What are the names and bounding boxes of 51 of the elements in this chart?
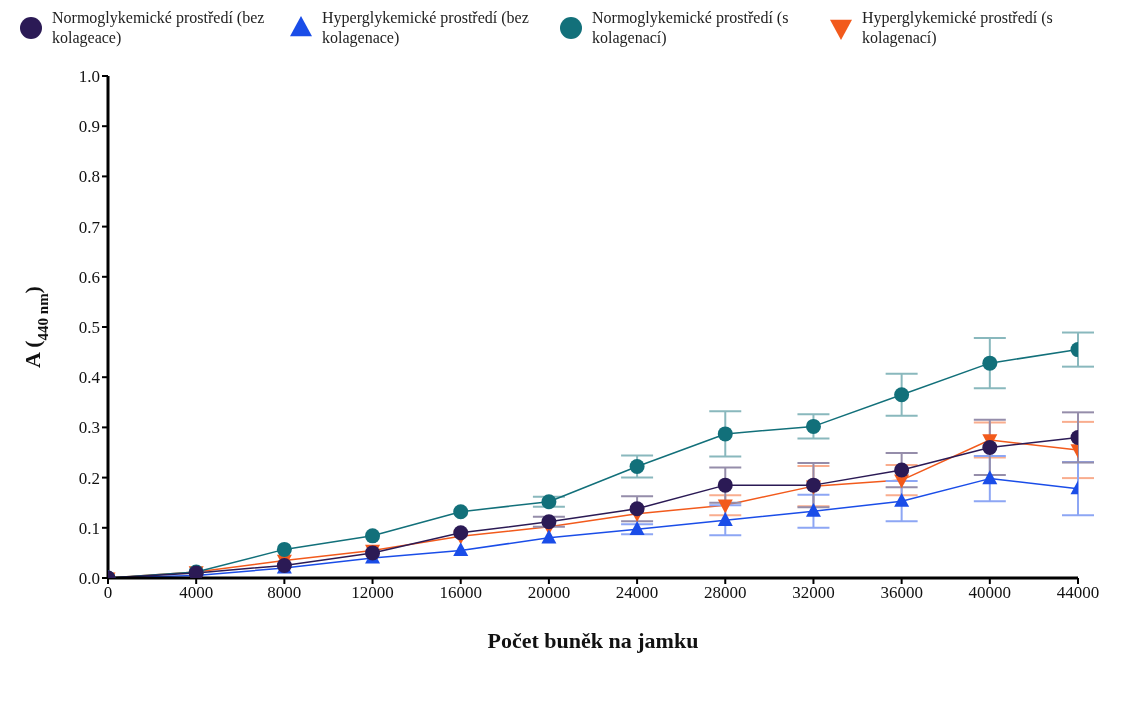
point	[541, 514, 557, 530]
point	[894, 387, 910, 403]
x-tick-label: 44000	[1056, 583, 1100, 603]
y-tick-label: 0.8	[78, 167, 100, 187]
x-tick-label: 28000	[704, 583, 747, 603]
x-tick-label: 20000	[527, 583, 571, 603]
x-tick-label: 8000	[267, 583, 302, 603]
y-tick-label: 0.0	[78, 569, 100, 589]
y-tick-label: 0.4	[78, 368, 101, 388]
point	[717, 477, 733, 493]
x-tick-label: 36000	[880, 583, 923, 603]
point	[541, 494, 557, 510]
point	[805, 502, 821, 517]
point	[453, 504, 469, 520]
legend-label: Hyperglykemické prostředí (s kolagenací)	[862, 8, 1054, 48]
point	[629, 501, 645, 517]
point	[982, 439, 998, 455]
point	[276, 541, 292, 557]
point	[453, 542, 469, 557]
legend-label: Normoglykemické prostředí (s kolagenací)	[592, 8, 790, 48]
x-axis-title: Počet buněk na jamku	[487, 628, 699, 653]
y-tick-label: 0.5	[78, 318, 100, 338]
x-tick-label: 12000	[351, 583, 394, 603]
point	[894, 492, 910, 507]
y-tick-label: 0.1	[78, 518, 100, 538]
point	[982, 470, 998, 485]
y-tick-label: 0.2	[78, 468, 100, 488]
point	[717, 426, 733, 442]
point	[982, 355, 998, 371]
point	[629, 459, 645, 475]
x-tick-label: 32000	[792, 583, 835, 603]
point	[629, 521, 645, 535]
point	[453, 525, 469, 541]
x-tick-label: 0	[103, 583, 113, 603]
point	[805, 418, 821, 434]
y-tick-label: 0.7	[78, 217, 101, 237]
point	[717, 499, 733, 514]
y-tick-label: 0.3	[78, 418, 100, 438]
y-tick-label: 1.0	[78, 67, 100, 87]
point	[717, 512, 733, 526]
y-tick-label: 0.6	[78, 267, 100, 287]
x-tick-label: 4000	[179, 583, 214, 603]
y-tick-label: 0.9	[78, 117, 100, 137]
point	[365, 528, 381, 544]
x-tick-label: 24000	[615, 583, 659, 603]
legend-label: Hyperglykemické prostředí (bez kolagenace)	[322, 8, 530, 48]
x-tick-label: 40000	[968, 583, 1012, 603]
x-tick-label: 16000	[439, 583, 482, 603]
point	[541, 529, 557, 544]
point	[894, 462, 910, 478]
legend-label: Normoglykemické prostředí (bez kolageace)	[52, 8, 266, 48]
